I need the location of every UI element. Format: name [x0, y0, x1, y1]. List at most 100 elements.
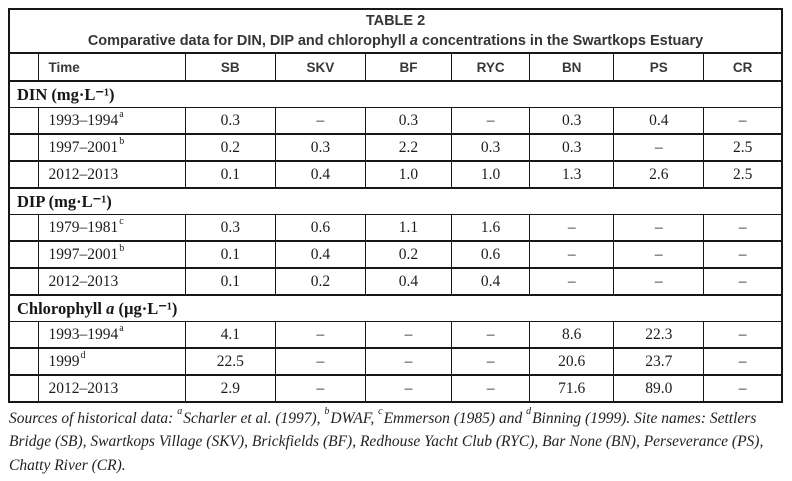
value-cell: 89.0 — [613, 374, 705, 403]
section-label: DIN (mg·L⁻¹) — [8, 80, 783, 108]
value-cell: 20.6 — [529, 347, 615, 376]
row-time-cell: 2012–2013 — [37, 267, 186, 296]
value-cell: 0.4 — [274, 240, 366, 269]
value-cell: – — [613, 240, 705, 269]
row-leading-cell — [8, 107, 39, 135]
col-header-cr: CR — [703, 52, 783, 82]
value-cell: – — [703, 267, 783, 296]
value-cell: 0.1 — [184, 240, 276, 269]
value-cell: – — [703, 240, 783, 269]
value-cell: 0.3 — [184, 214, 276, 242]
row-time-cell: 1993–1994a — [37, 321, 186, 349]
table-number: TABLE 2 — [365, 12, 426, 29]
value-cell: 0.1 — [184, 267, 276, 296]
value-cell: 23.7 — [613, 347, 705, 376]
table-row: 1997–2001b 0.2 0.3 2.2 0.3 0.3 – 2.5 — [8, 133, 783, 162]
value-cell: 2.9 — [184, 374, 276, 403]
row-leading-cell — [8, 321, 39, 349]
value-cell: 0.3 — [451, 133, 531, 162]
row-time-cell: 1999d — [37, 347, 186, 376]
value-cell: 0.1 — [184, 160, 276, 189]
row-leading-cell — [8, 240, 39, 269]
section-label: DIP (mg·L⁻¹) — [8, 187, 783, 215]
value-cell: – — [703, 347, 783, 376]
value-cell: 22.3 — [613, 321, 705, 349]
value-cell: – — [364, 347, 453, 376]
table-row: 2012–2013 2.9 – – – 71.6 89.0 – — [8, 374, 783, 403]
value-cell: 2.5 — [703, 133, 783, 162]
table-row: 1999d 22.5 – – – 20.6 23.7 – — [8, 347, 783, 376]
data-table: TABLE 2 Comparative data for DIN, DIP an… — [8, 8, 783, 403]
value-cell: – — [613, 214, 705, 242]
column-header-row: Time SB SKV BF RYC BN PS CR — [8, 52, 783, 82]
value-cell: – — [451, 321, 531, 349]
value-cell: 71.6 — [529, 374, 615, 403]
value-cell: 0.6 — [274, 214, 366, 242]
table-row: 1997–2001b 0.1 0.4 0.2 0.6 – – – — [8, 240, 783, 269]
section-label: Chlorophyll a (µg·L⁻¹) — [8, 294, 783, 322]
table-row: 1979–1981c 0.3 0.6 1.1 1.6 – – – — [8, 214, 783, 242]
row-leading-cell — [8, 267, 39, 296]
section-header-chlorophyll: Chlorophyll a (µg·L⁻¹) — [8, 294, 783, 322]
value-cell: – — [274, 107, 366, 135]
value-cell: 1.0 — [364, 160, 453, 189]
row-leading-cell — [8, 374, 39, 403]
value-cell: – — [274, 321, 366, 349]
value-cell: – — [451, 107, 531, 135]
col-header-ps: PS — [613, 52, 705, 82]
value-cell: 0.3 — [184, 107, 276, 135]
col-header-sb: SB — [184, 52, 276, 82]
value-cell: – — [529, 267, 615, 296]
value-cell: 2.2 — [364, 133, 453, 162]
value-cell: 2.6 — [613, 160, 705, 189]
value-cell: 1.0 — [451, 160, 531, 189]
value-cell: – — [529, 214, 615, 242]
value-cell: – — [274, 374, 366, 403]
col-header-ryc: RYC — [451, 52, 531, 82]
value-cell: 0.3 — [529, 107, 615, 135]
value-cell: 1.1 — [364, 214, 453, 242]
value-cell: – — [613, 267, 705, 296]
value-cell: 0.2 — [184, 133, 276, 162]
value-cell: – — [703, 214, 783, 242]
row-leading-cell — [8, 214, 39, 242]
value-cell: 0.6 — [451, 240, 531, 269]
value-cell: 0.4 — [451, 267, 531, 296]
value-cell: – — [274, 347, 366, 376]
value-cell: – — [703, 107, 783, 135]
value-cell: 0.4 — [613, 107, 705, 135]
table-row: 1993–1994a 0.3 – 0.3 – 0.3 0.4 – — [8, 107, 783, 135]
value-cell: 0.4 — [274, 160, 366, 189]
value-cell: 8.6 — [529, 321, 615, 349]
value-cell: – — [364, 374, 453, 403]
table-row: 2012–2013 0.1 0.4 1.0 1.0 1.3 2.6 2.5 — [8, 160, 783, 189]
value-cell: 0.3 — [364, 107, 453, 135]
row-time-cell: 2012–2013 — [37, 374, 186, 403]
row-leading-cell — [8, 160, 39, 189]
col-header-bf: BF — [364, 52, 453, 82]
col-header-bn: BN — [529, 52, 615, 82]
value-cell: 0.2 — [274, 267, 366, 296]
table-title-row: TABLE 2 Comparative data for DIN, DIP an… — [8, 8, 783, 54]
table-row: 1993–1994a 4.1 – – – 8.6 22.3 – — [8, 321, 783, 349]
row-time-cell: 1993–1994a — [37, 107, 186, 135]
row-time-cell: 1979–1981c — [37, 214, 186, 242]
table-caption: Comparative data for DIN, DIP and chloro… — [87, 33, 704, 49]
value-cell: 0.3 — [529, 133, 615, 162]
value-cell: 0.3 — [274, 133, 366, 162]
col-header-skv: SKV — [274, 52, 366, 82]
value-cell: – — [529, 240, 615, 269]
value-cell: 1.6 — [451, 214, 531, 242]
value-cell: 4.1 — [184, 321, 276, 349]
table-footnote: Sources of historical data: aScharler et… — [9, 405, 764, 474]
value-cell: – — [613, 133, 705, 162]
value-cell: 1.3 — [529, 160, 615, 189]
row-time-cell: 2012–2013 — [37, 160, 186, 189]
row-leading-cell — [8, 133, 39, 162]
value-cell: – — [451, 347, 531, 376]
table-title-cell: TABLE 2 Comparative data for DIN, DIP an… — [8, 8, 783, 54]
value-cell: – — [451, 374, 531, 403]
value-cell: – — [703, 321, 783, 349]
row-leading-cell — [8, 347, 39, 376]
